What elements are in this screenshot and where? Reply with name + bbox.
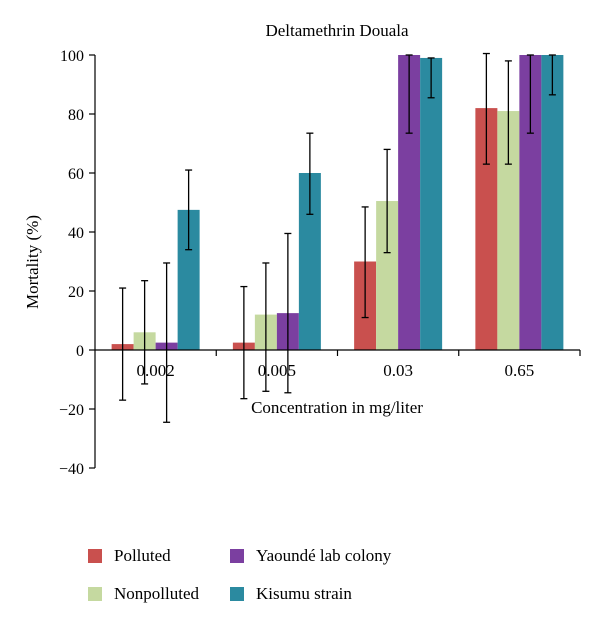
- y-tick-label: 100: [60, 48, 84, 65]
- bar: [519, 55, 542, 350]
- legend-swatch-yaounde: [230, 549, 244, 563]
- chart: Deltamethrin Douala Mortality (%) 100 80 6…: [23, 21, 581, 478]
- bar: [497, 111, 520, 350]
- x-tick-label: 0.005: [258, 361, 296, 380]
- legend-label-polluted: Polluted: [114, 546, 171, 565]
- y-axis-label: Mortality (%): [23, 215, 42, 309]
- y-tick-label: −20: [59, 402, 84, 419]
- bars-group: [111, 55, 564, 350]
- y-tick-label: 60: [68, 166, 84, 183]
- legend-label-yaounde: Yaoundé lab colony: [256, 546, 392, 565]
- error-bars-group: [119, 52, 556, 423]
- bar: [475, 108, 498, 350]
- legend-item-nonpolluted: Nonpolluted: [88, 584, 199, 604]
- legend-item-polluted: Polluted: [88, 546, 171, 566]
- y-tick-label: −40: [59, 461, 84, 478]
- bar: [398, 55, 421, 350]
- y-tick-label: 0: [76, 343, 84, 360]
- legend-item-yaounde: Yaoundé lab colony: [230, 546, 391, 566]
- x-tick-label: 0.03: [383, 361, 413, 380]
- x-tick-label: 0.65: [505, 361, 535, 380]
- y-ticks-group: 100 80 60 40 20 0 −20 −40: [59, 48, 95, 478]
- x-ticks-group: 0.002 0.005 0.03 0.65: [137, 350, 581, 380]
- bar: [298, 173, 321, 350]
- legend-item-kisumu: Kisumu strain: [230, 584, 352, 604]
- legend-swatch-polluted: [88, 549, 102, 563]
- bar: [541, 55, 564, 350]
- y-tick-label: 20: [68, 284, 84, 301]
- legend-label-kisumu: Kisumu strain: [256, 584, 352, 603]
- legend-swatch-kisumu: [230, 587, 244, 601]
- chart-title: Deltamethrin Douala: [265, 21, 408, 40]
- y-tick-label: 40: [68, 225, 84, 242]
- legend-label-nonpolluted: Nonpolluted: [114, 584, 199, 603]
- legend-swatch-nonpolluted: [88, 587, 102, 601]
- x-tick-label: 0.002: [137, 361, 175, 380]
- legend: Polluted Yaoundé lab colony Nonpolluted …: [88, 540, 508, 610]
- bar: [177, 209, 200, 350]
- bar: [376, 201, 399, 350]
- bar: [420, 57, 443, 350]
- x-axis-label: Concentration in mg/liter: [251, 398, 423, 417]
- y-tick-label: 80: [68, 107, 84, 124]
